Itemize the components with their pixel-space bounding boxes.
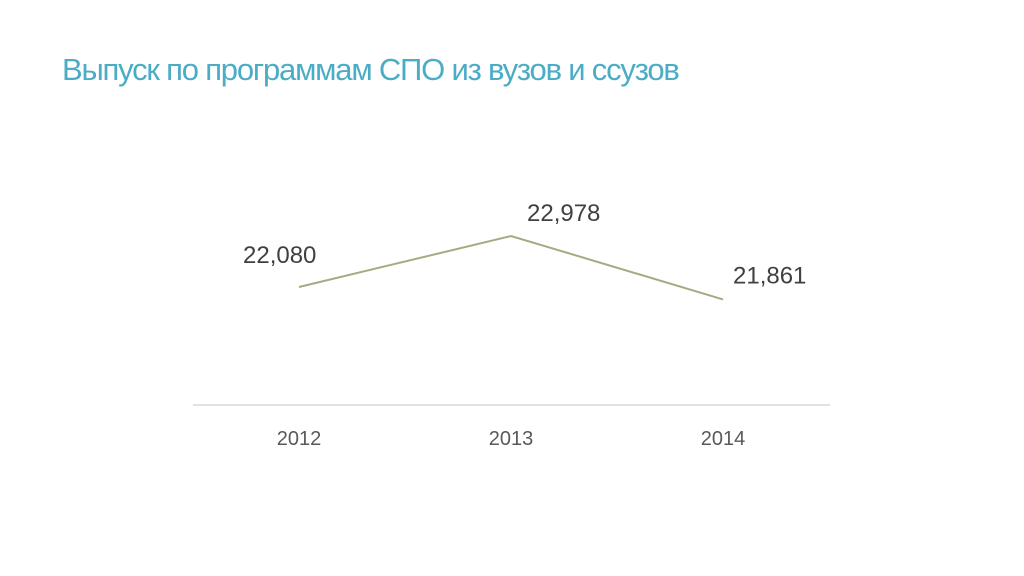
slide-title: Выпуск по программам СПО из вузов и ссуз… [62,52,680,87]
x-tick-label-2013: 2013 [489,428,534,450]
data-label-2014: 21,861 [733,262,806,289]
data-label-2013: 22,978 [527,200,600,227]
series-line [298,234,724,301]
data-label-2012: 22,080 [243,242,316,269]
x-tick-label-2014: 2014 [701,428,746,450]
x-tick-label-2012: 2012 [277,428,322,450]
